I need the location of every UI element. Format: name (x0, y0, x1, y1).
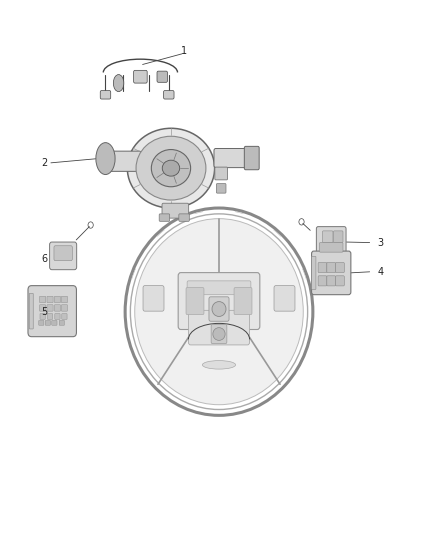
FancyBboxPatch shape (163, 91, 174, 99)
FancyBboxPatch shape (39, 296, 46, 303)
Text: 2: 2 (41, 158, 47, 168)
FancyBboxPatch shape (318, 276, 327, 286)
FancyBboxPatch shape (47, 313, 53, 319)
Ellipse shape (127, 128, 215, 208)
Ellipse shape (136, 136, 206, 200)
Ellipse shape (113, 75, 124, 92)
Text: 4: 4 (378, 267, 384, 277)
FancyBboxPatch shape (134, 70, 147, 83)
FancyBboxPatch shape (214, 149, 246, 167)
FancyBboxPatch shape (39, 320, 44, 325)
FancyBboxPatch shape (216, 183, 226, 193)
FancyBboxPatch shape (322, 231, 333, 243)
FancyBboxPatch shape (327, 263, 336, 272)
Ellipse shape (151, 150, 191, 187)
FancyBboxPatch shape (316, 227, 346, 257)
Ellipse shape (202, 361, 236, 369)
FancyBboxPatch shape (274, 286, 295, 311)
FancyBboxPatch shape (311, 256, 316, 289)
Ellipse shape (96, 143, 115, 174)
Ellipse shape (212, 302, 226, 317)
FancyBboxPatch shape (234, 287, 252, 314)
FancyBboxPatch shape (62, 313, 67, 319)
FancyBboxPatch shape (49, 242, 77, 270)
FancyBboxPatch shape (28, 286, 77, 337)
FancyBboxPatch shape (187, 281, 251, 295)
Text: 3: 3 (378, 238, 384, 247)
FancyBboxPatch shape (318, 263, 327, 272)
FancyBboxPatch shape (244, 147, 259, 169)
FancyBboxPatch shape (178, 272, 260, 329)
FancyBboxPatch shape (55, 313, 60, 319)
Ellipse shape (135, 219, 303, 405)
FancyBboxPatch shape (54, 296, 60, 303)
FancyBboxPatch shape (186, 287, 204, 314)
FancyBboxPatch shape (47, 296, 53, 303)
Text: 5: 5 (41, 306, 47, 317)
FancyBboxPatch shape (162, 203, 189, 218)
FancyBboxPatch shape (52, 320, 57, 325)
Text: 1: 1 (181, 46, 187, 56)
FancyBboxPatch shape (100, 91, 111, 99)
FancyBboxPatch shape (29, 293, 33, 329)
Ellipse shape (213, 328, 225, 341)
FancyBboxPatch shape (47, 305, 53, 311)
FancyBboxPatch shape (188, 310, 250, 345)
Ellipse shape (162, 160, 180, 176)
FancyBboxPatch shape (333, 231, 343, 243)
FancyBboxPatch shape (319, 243, 343, 252)
FancyBboxPatch shape (209, 297, 229, 321)
FancyBboxPatch shape (211, 325, 227, 344)
FancyBboxPatch shape (40, 313, 45, 319)
FancyBboxPatch shape (105, 151, 141, 171)
FancyBboxPatch shape (336, 263, 344, 272)
FancyBboxPatch shape (311, 251, 351, 295)
FancyBboxPatch shape (215, 167, 227, 180)
FancyBboxPatch shape (61, 296, 67, 303)
FancyBboxPatch shape (179, 214, 189, 221)
FancyBboxPatch shape (61, 305, 67, 311)
FancyBboxPatch shape (54, 246, 72, 261)
FancyBboxPatch shape (59, 320, 64, 325)
FancyBboxPatch shape (54, 305, 60, 311)
FancyBboxPatch shape (336, 276, 344, 286)
FancyBboxPatch shape (159, 214, 170, 221)
FancyBboxPatch shape (157, 71, 167, 82)
FancyBboxPatch shape (143, 286, 164, 311)
FancyBboxPatch shape (45, 320, 50, 325)
FancyBboxPatch shape (327, 276, 336, 286)
Text: 6: 6 (41, 254, 47, 263)
FancyBboxPatch shape (39, 305, 46, 311)
